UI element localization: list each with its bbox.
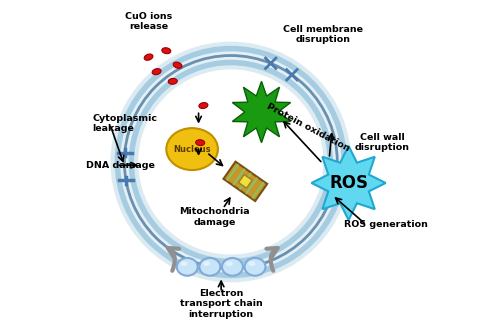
Ellipse shape <box>195 140 204 145</box>
Text: Protein oxidation: Protein oxidation <box>264 101 350 153</box>
Polygon shape <box>238 175 252 188</box>
Text: Mitochondria
damage: Mitochondria damage <box>179 207 250 226</box>
Text: ROS: ROS <box>328 174 367 192</box>
Text: Cell wall
disruption: Cell wall disruption <box>354 133 409 152</box>
Ellipse shape <box>180 261 187 266</box>
Ellipse shape <box>166 128 217 170</box>
Ellipse shape <box>177 258 197 276</box>
Ellipse shape <box>244 258 265 276</box>
Text: Electron
transport chain
interruption: Electron transport chain interruption <box>180 289 262 319</box>
Ellipse shape <box>144 54 153 60</box>
Ellipse shape <box>173 62 181 68</box>
Ellipse shape <box>152 69 161 75</box>
Text: CuO ions
release: CuO ions release <box>125 12 172 31</box>
Text: ROS generation: ROS generation <box>343 220 427 229</box>
Text: Nucleus: Nucleus <box>173 145 211 154</box>
Polygon shape <box>232 81 290 143</box>
Ellipse shape <box>161 48 170 54</box>
Ellipse shape <box>225 261 232 266</box>
Text: Cytoplasmic
leakage: Cytoplasmic leakage <box>92 114 157 133</box>
Ellipse shape <box>248 261 255 266</box>
Text: Cell membrane
disruption: Cell membrane disruption <box>282 25 362 44</box>
Polygon shape <box>311 146 385 220</box>
Ellipse shape <box>199 258 220 276</box>
Ellipse shape <box>203 261 210 266</box>
Text: DNA damage: DNA damage <box>85 161 154 170</box>
Ellipse shape <box>199 103 207 109</box>
Ellipse shape <box>168 78 177 84</box>
Polygon shape <box>223 162 267 201</box>
Ellipse shape <box>221 258 242 276</box>
